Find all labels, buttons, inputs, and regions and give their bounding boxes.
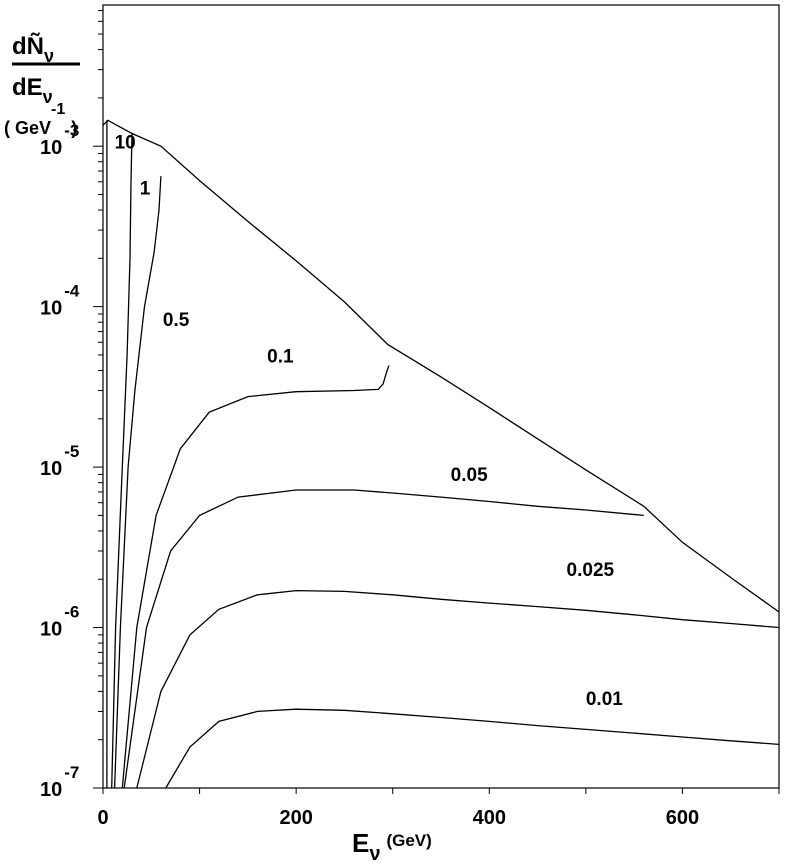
y-label-numerator: dÑν <box>12 32 54 66</box>
x-tick-label: 400 <box>473 807 506 829</box>
curve-label-0_5: 0.5 <box>163 310 190 331</box>
y-label-unit-exp: -1 <box>51 101 65 118</box>
curve-label-10: 10 <box>115 132 136 153</box>
curve-label-1: 1 <box>140 178 151 199</box>
y-tick-label: 10-7 <box>40 763 79 801</box>
x-tick-label: 600 <box>666 807 699 829</box>
plot-frame <box>102 4 780 789</box>
y-label-unit-close: ) <box>71 118 77 138</box>
curve-0_05 <box>123 489 644 789</box>
x-tick-label: 0 <box>97 807 108 829</box>
y-tick-label: 10-4 <box>40 282 80 320</box>
y-axis-title: dÑν dEν ( GeV-1) <box>4 32 80 138</box>
y-label-unit: ( GeV-1) <box>4 101 77 138</box>
curve-0_1 <box>121 365 390 789</box>
x-axis-title: Eν(GeV) <box>352 828 432 864</box>
curve-1 <box>111 133 133 789</box>
x-label-unit: (GeV) <box>386 831 431 850</box>
y-tick-label: 10-5 <box>40 442 79 480</box>
y-tick-label: 10-3 <box>40 121 79 159</box>
axis-ticks: 0 200 400 600 10-3 10-4 10-5 10-6 10-7 <box>40 10 780 829</box>
x-label-main: Eν(GeV) <box>352 828 432 864</box>
x-tick-label: 200 <box>279 807 312 829</box>
curve-label-0_025: 0.025 <box>567 560 615 581</box>
y-label-denominator: dEν <box>12 74 53 107</box>
curve-label-0_1: 0.1 <box>267 346 294 367</box>
y-tick-label: 10-6 <box>40 603 79 641</box>
curve-layer <box>102 119 780 789</box>
curve-label-0_05: 0.05 <box>451 465 488 486</box>
curve-0_5 <box>113 176 162 789</box>
curve-0_025 <box>136 589 780 789</box>
y-label-numerator-sub: ν <box>44 46 54 66</box>
envelope-curve <box>102 119 780 613</box>
y-label-denominator-sub: ν <box>43 87 53 107</box>
x-label-sub: ν <box>369 843 380 864</box>
curve-label-0_01: 0.01 <box>586 689 623 710</box>
curve-0_01 <box>165 708 780 789</box>
curve-label-layer: 10 1 0.5 0.1 0.05 0.025 0.01 <box>115 132 624 709</box>
